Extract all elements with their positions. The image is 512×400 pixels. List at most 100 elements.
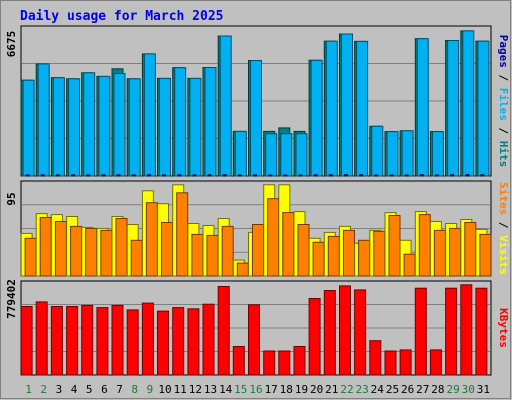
bar (253, 174, 257, 177)
legend-separator: / (497, 68, 510, 88)
bar (189, 77, 202, 177)
day-label: 31 (477, 383, 490, 396)
day-label: 20 (310, 383, 323, 396)
day-label: 7 (116, 383, 123, 396)
bar (479, 233, 492, 277)
day-label: 2 (40, 383, 47, 396)
bar (159, 77, 171, 177)
bar (403, 253, 416, 277)
bar (278, 350, 291, 376)
bar (54, 221, 67, 277)
bar (280, 133, 293, 177)
bar (418, 214, 431, 277)
bar (68, 78, 81, 177)
bar (85, 227, 98, 277)
bar (293, 346, 306, 376)
day-label: 23 (355, 383, 368, 396)
bar (20, 306, 33, 376)
bar (373, 230, 386, 277)
bar (115, 218, 128, 277)
day-label: 5 (86, 383, 93, 396)
bar (386, 131, 399, 177)
legend-files: Files (497, 88, 510, 121)
bar (475, 287, 488, 376)
bar (25, 174, 30, 177)
bar (40, 174, 45, 177)
bar (177, 174, 182, 177)
bar (268, 174, 273, 177)
panel-2-ymax-label: 779402 (5, 279, 18, 319)
day-label: 25 (386, 383, 399, 396)
bar (389, 174, 394, 177)
bar (298, 174, 303, 177)
legend-separator: / (497, 215, 510, 235)
day-label: 13 (204, 383, 217, 396)
chart-title: Daily usage for March 2025 (20, 9, 224, 24)
bar (404, 174, 409, 177)
day-label: 3 (56, 383, 63, 396)
bar (465, 174, 470, 177)
day-label: 30 (462, 383, 475, 396)
day-label: 27 (416, 383, 429, 396)
bar (217, 286, 230, 376)
bar (265, 133, 278, 177)
bar (174, 67, 187, 177)
day-label: 29 (446, 383, 459, 396)
bar (204, 67, 217, 177)
day-label: 15 (234, 383, 247, 396)
bar (416, 38, 429, 177)
bar (384, 350, 397, 376)
bar (221, 225, 234, 277)
legend-sites: Sites (497, 182, 510, 215)
bar (131, 174, 136, 177)
bar (341, 33, 353, 177)
bar (371, 125, 384, 177)
bar (234, 130, 247, 177)
bar (399, 349, 412, 376)
bar (35, 301, 48, 376)
bar (419, 174, 424, 177)
bar (176, 192, 189, 277)
bar (358, 239, 371, 277)
bar (219, 35, 232, 177)
legend-separator: / (497, 121, 510, 141)
bar (477, 40, 490, 177)
bar (113, 73, 126, 177)
bar (325, 40, 338, 177)
bar (343, 229, 355, 277)
bar (447, 40, 460, 177)
bar (252, 224, 264, 277)
day-label: 28 (431, 383, 444, 396)
bar (86, 174, 91, 177)
bar (462, 30, 475, 177)
bar (98, 75, 111, 177)
bar (433, 229, 446, 277)
bar (145, 202, 158, 277)
panel-1-legend: Sites / Visits (497, 182, 510, 275)
bar (250, 60, 262, 177)
bar (480, 174, 485, 177)
bar (248, 304, 260, 376)
bar (39, 217, 52, 277)
day-label: 19 (295, 383, 308, 396)
bar (207, 174, 212, 177)
bar (100, 229, 113, 277)
legend-kbytes: KBytes (497, 308, 510, 348)
bar (141, 302, 154, 376)
bar (344, 174, 348, 177)
bar (187, 308, 200, 376)
bar (146, 174, 151, 177)
bar (52, 77, 65, 177)
day-label: 17 (265, 383, 278, 396)
legend-visits: Visits (497, 235, 510, 275)
day-label: 18 (280, 383, 293, 396)
bar (237, 174, 242, 177)
bar (81, 304, 94, 376)
bar (327, 235, 340, 277)
bar (157, 310, 169, 376)
bar (192, 174, 197, 177)
bar (388, 215, 401, 277)
day-label: 22 (340, 383, 353, 396)
